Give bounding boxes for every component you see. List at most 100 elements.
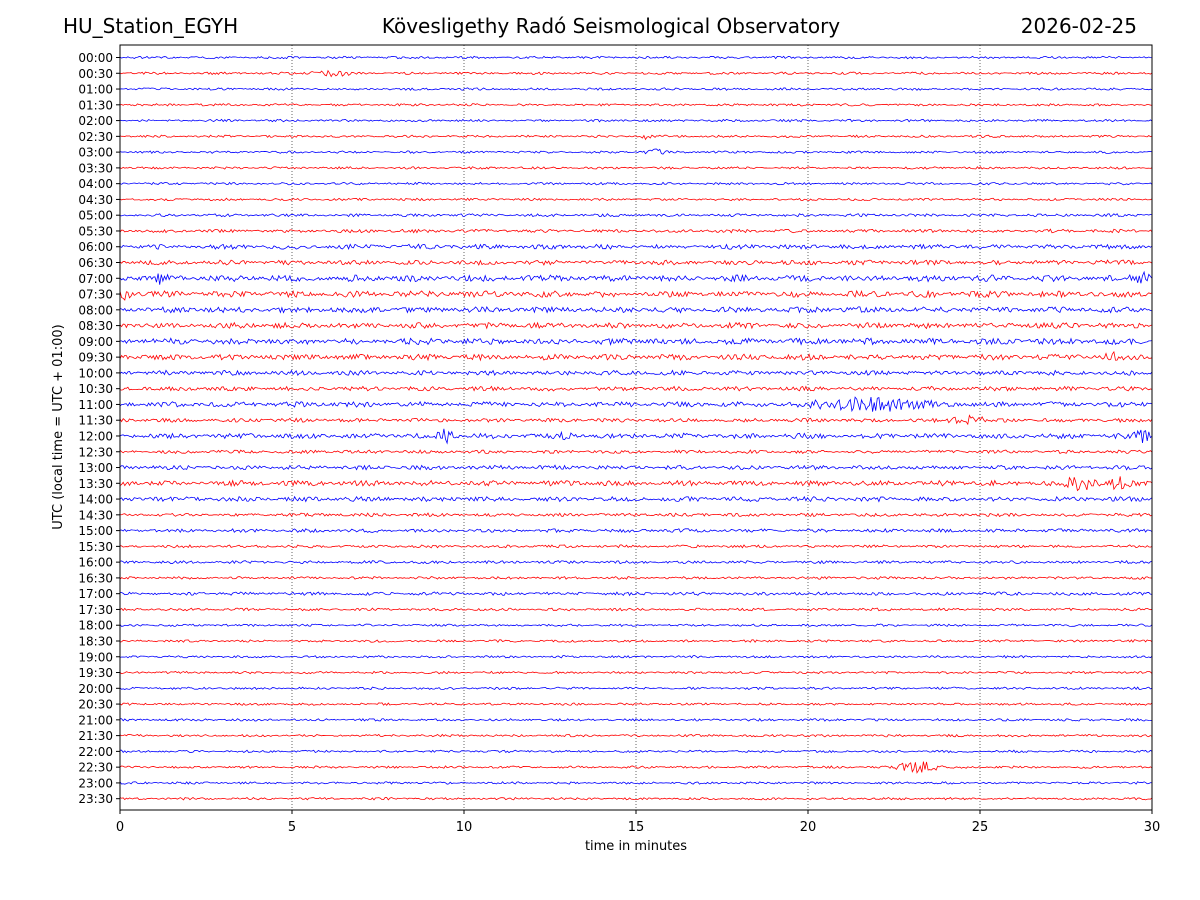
x-tick-label-15: 15: [628, 820, 645, 835]
trace-1600: [119, 559, 1153, 565]
y-tick-label-2230: 22:30: [78, 761, 113, 775]
y-tick-label-1700: 17:00: [78, 587, 113, 601]
y-tick-label-1630: 16:30: [78, 571, 113, 585]
y-tick-label-1130: 11:30: [78, 414, 113, 428]
trace-1800: [119, 623, 1153, 628]
y-tick-label-0730: 07:30: [78, 288, 113, 302]
record-date: 2026-02-25: [1020, 14, 1137, 38]
trace-0730: [119, 289, 1153, 301]
trace-1030: [119, 385, 1153, 392]
trace-2330: [119, 796, 1153, 801]
trace-1200: [119, 428, 1153, 445]
trace-0700: [119, 270, 1153, 285]
y-tick-label-0900: 09:00: [78, 335, 113, 349]
trace-0430: [119, 197, 1153, 202]
trace-0930: [119, 350, 1153, 362]
y-tick-label-2100: 21:00: [78, 713, 113, 727]
x-tick-label-25: 25: [972, 820, 989, 835]
trace-1100: [119, 396, 1153, 413]
trace-1930: [119, 670, 1153, 675]
trace-0330: [119, 166, 1153, 170]
y-tick-label-1830: 18:30: [78, 634, 113, 648]
y-tick-label-1330: 13:30: [78, 477, 113, 491]
y-tick-label-0700: 07:00: [78, 272, 113, 286]
trace-0230: [119, 134, 1153, 141]
y-tick-label-0230: 02:30: [78, 130, 113, 144]
y-tick-label-2200: 22:00: [78, 745, 113, 759]
y-axis-label: UTC (local time = UTC + 01:00): [51, 324, 66, 529]
y-tick-label-0430: 04:30: [78, 193, 113, 207]
y-tick-label-2030: 20:30: [78, 698, 113, 712]
y-tick-label-1030: 10:30: [78, 382, 113, 396]
y-tick-label-2300: 23:00: [78, 776, 113, 790]
trace-2030: [119, 702, 1153, 706]
y-tick-label-1900: 19:00: [78, 650, 113, 664]
y-tick-label-1230: 12:30: [78, 445, 113, 459]
trace-2230: [119, 761, 1153, 774]
trace-0630: [119, 259, 1153, 266]
trace-0400: [119, 181, 1153, 186]
trace-1130: [119, 414, 1153, 426]
trace-2000: [119, 686, 1153, 691]
y-tick-label-2130: 21:30: [78, 729, 113, 743]
y-tick-label-0300: 03:00: [78, 146, 113, 160]
y-tick-label-1730: 17:30: [78, 603, 113, 617]
y-tick-label-0200: 02:00: [78, 114, 113, 128]
trace-group: [119, 55, 1153, 801]
trace-1300: [119, 464, 1153, 471]
trace-1630: [119, 576, 1153, 580]
x-tick-label-5: 5: [288, 820, 296, 835]
y-tick-label-0930: 09:30: [78, 351, 113, 365]
y-tick-label-1530: 15:30: [78, 540, 113, 554]
trace-0500: [119, 213, 1153, 218]
x-tick-label-0: 0: [116, 820, 124, 835]
trace-1400: [119, 495, 1153, 503]
trace-1900: [119, 654, 1153, 659]
trace-0800: [119, 305, 1153, 314]
y-tick-label-0000: 00:00: [78, 51, 113, 65]
trace-0000: [119, 55, 1153, 60]
trace-0100: [119, 87, 1153, 91]
observatory-title: Kövesligethy Radó Seismological Observat…: [381, 14, 841, 38]
y-tick-label-0400: 04:00: [78, 177, 113, 191]
y-tick-label-0530: 05:30: [78, 224, 113, 238]
trace-1730: [119, 607, 1153, 612]
trace-1830: [119, 639, 1153, 643]
x-axis-label: time in minutes: [585, 839, 687, 854]
y-tick-label-1400: 14:00: [78, 493, 113, 507]
y-tick-label-0030: 00:30: [78, 67, 113, 81]
station-name: HU_Station_EGYH: [63, 14, 239, 38]
y-tick-label-0100: 01:00: [78, 83, 113, 97]
trace-0030: [119, 69, 1153, 78]
trace-0900: [119, 337, 1153, 347]
y-tick-label-2330: 23:30: [78, 792, 113, 806]
y-tick-label-1100: 11:00: [78, 398, 113, 412]
x-axis: 0 5 10 15 20 25 30: [116, 810, 1160, 835]
trace-0600: [119, 243, 1153, 250]
y-tick-label-1500: 15:00: [78, 524, 113, 538]
y-tick-label-2000: 20:00: [78, 682, 113, 696]
trace-0530: [119, 228, 1153, 234]
y-tick-label-0630: 06:30: [78, 256, 113, 270]
trace-1000: [119, 369, 1153, 377]
trace-1230: [119, 449, 1153, 455]
trace-2200: [119, 749, 1153, 754]
y-tick-label-1800: 18:00: [78, 619, 113, 633]
y-tick-label-1600: 16:00: [78, 556, 113, 570]
x-tick-label-30: 30: [1144, 820, 1161, 835]
trace-2100: [119, 717, 1153, 722]
y-tick-label-1930: 19:30: [78, 666, 113, 680]
y-tick-label-0330: 03:30: [78, 161, 113, 175]
trace-2300: [119, 781, 1153, 785]
y-tick-label-1200: 12:00: [78, 429, 113, 443]
y-tick-label-0130: 01:30: [78, 98, 113, 112]
trace-1430: [119, 512, 1153, 518]
x-tick-label-10: 10: [456, 820, 473, 835]
grid-lines: [291, 45, 981, 810]
trace-0200: [119, 118, 1153, 123]
trace-0300: [119, 148, 1153, 155]
trace-2130: [119, 733, 1153, 738]
